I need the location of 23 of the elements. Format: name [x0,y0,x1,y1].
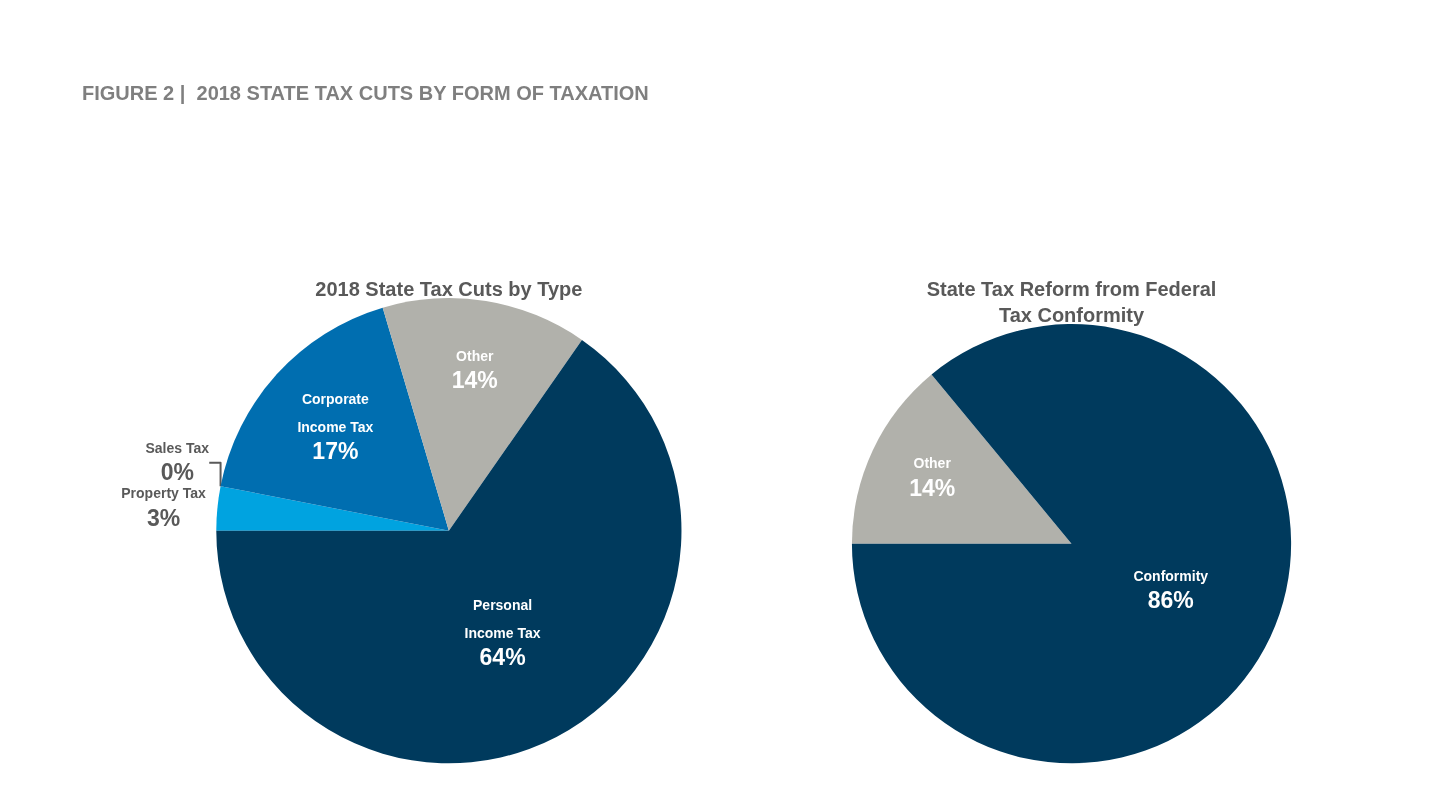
pie-slice [216,486,449,531]
pie-slice [382,298,582,531]
slice-label: Conformity [1133,567,1209,584]
slice-label: Property Tax [121,485,207,502]
data-label: 3% [146,504,181,531]
slice-label: Other [456,347,494,364]
pie-slice [851,324,1291,764]
slice-label: Personal Income Tax [464,597,541,641]
data-label: 86% [1147,587,1194,614]
data-label: 64% [479,644,526,671]
slice-label: Other [913,455,952,472]
pie-slice [220,307,449,531]
text: 0% [160,459,194,486]
category-label: Sales Tax [145,440,210,457]
chart-title: 2018 State Tax Cuts by Type [315,278,583,301]
pie-slice [216,339,681,764]
data-label: 17% [312,437,359,464]
data-label: 14% [909,474,956,501]
data-label: 14% [451,367,498,394]
slice-label: Corporate Income Tax [297,391,374,435]
chart-title: State Tax Reform from Federal Tax Conformity [926,278,1217,327]
caption: FIGURE 2 | 2018 STATE TAX CUTS BY FORM OF TAXATION [82,82,649,104]
pie-slice [851,374,1072,544]
